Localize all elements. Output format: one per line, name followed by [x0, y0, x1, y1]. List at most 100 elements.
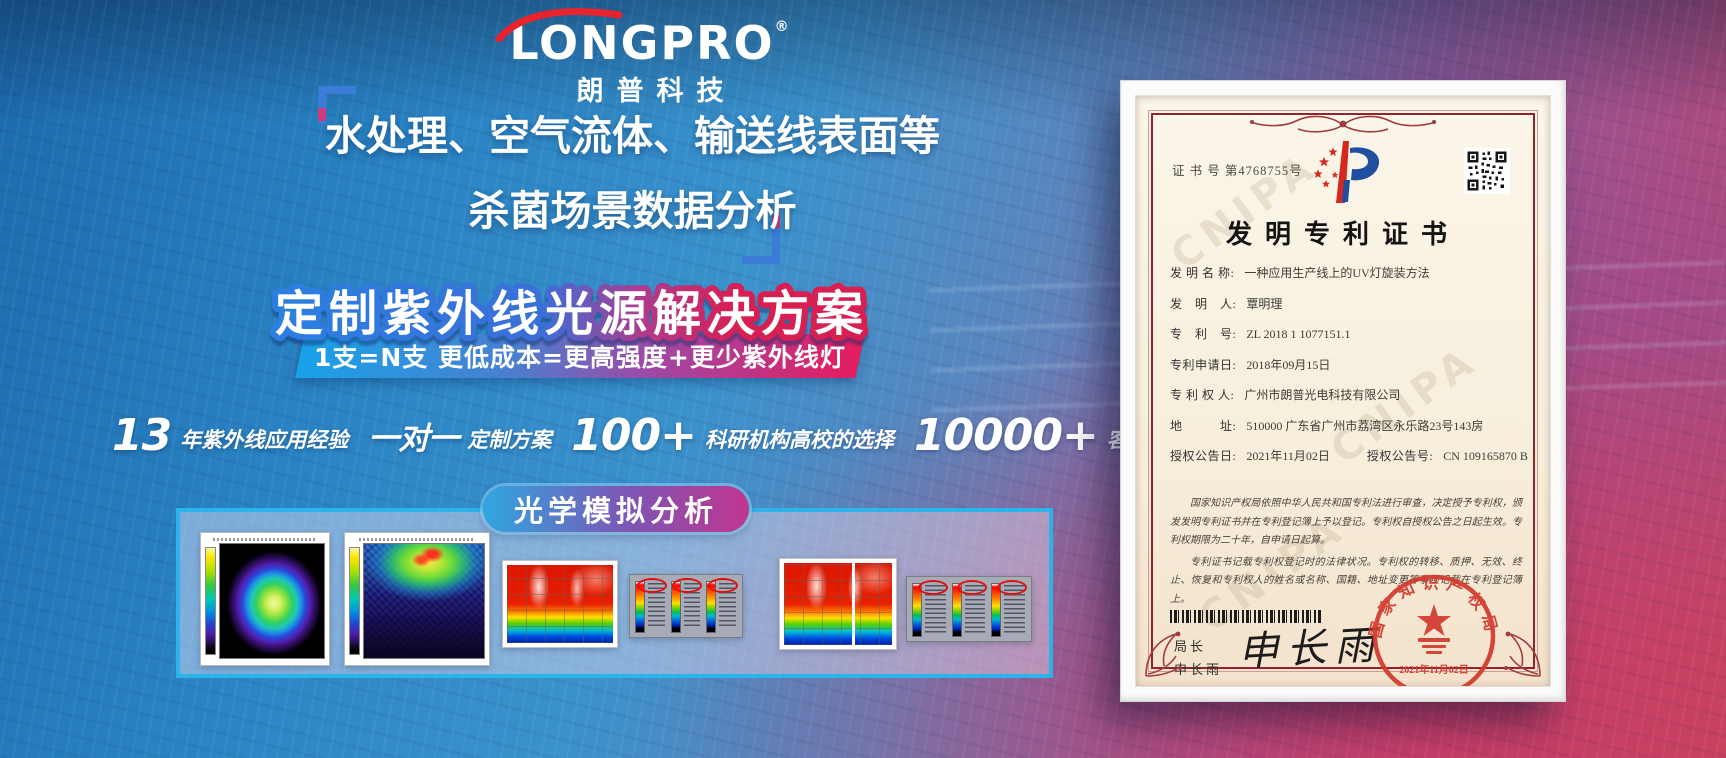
brand-logo-subtext: 朗普科技 — [576, 76, 737, 107]
plot-colorbar — [349, 546, 360, 656]
highlight-oval — [636, 578, 667, 593]
certificate-paragraph-2: 专利证书记载专利权登记时的法律状况。专利权的转移、质押、无效、终止、恢复和专利权… — [1170, 556, 1522, 605]
heatmap-body — [784, 563, 892, 645]
colorbar — [951, 583, 962, 637]
field-label: 发 明 名 称: — [1170, 266, 1235, 280]
simulation-badge: 光学模拟分析 — [483, 486, 749, 532]
colorbar-ticks — [925, 585, 946, 633]
headline-bracket-bottom-right — [742, 215, 780, 264]
plot-header-text — [213, 538, 317, 541]
field-value: 覃明理 — [1246, 296, 1283, 311]
certificate-page-footer: 第1页(共2页) — [1136, 684, 1550, 686]
highlight-oval — [917, 580, 948, 595]
field-value: CN 109165870 B — [1443, 449, 1528, 463]
certificate-top-ornament-icon — [1249, 115, 1437, 133]
colorbar-group — [912, 580, 948, 637]
patent-certificate: CNIPA CNIPA CNIPA 证 书 号 第4768755号 — [1120, 80, 1566, 702]
stat-experience: 13 年紫外线应用经验 — [112, 410, 349, 461]
certificate-body-text: 国家知识产权局依照中华人民共和国专利法进行审查，决定授予专利权，颁发发明专利证书… — [1170, 495, 1522, 612]
field-inventor: 发 明 人: 覃明理 — [1170, 295, 1522, 312]
field-label: 授权公告号: — [1366, 449, 1434, 463]
field-grant-announcement: 授权公告日: 2021年11月02日 授权公告号: CN 109165870 B — [1170, 447, 1528, 464]
simulation-colorbar-panel-a — [629, 574, 743, 638]
highlight-oval — [957, 580, 988, 595]
brand-logo-wordmark: LONGPRO® — [495, 8, 791, 66]
field-value: 2021年11月02日 — [1246, 449, 1330, 463]
stat-institutions-label: 科研机构高校的选择 — [704, 428, 894, 453]
field-value: 2018年09月15日 — [1246, 357, 1331, 372]
colorbar-ticks — [648, 583, 665, 629]
corner-flourish-icon — [1145, 631, 1182, 677]
stat-institutions: 100+ 科研机构高校的选择 — [571, 410, 894, 461]
headline-line2: 杀菌场景数据分析 — [468, 187, 797, 236]
colorbar-ticks — [719, 583, 737, 629]
plot-area-blob — [219, 543, 325, 659]
plot-colorbar — [205, 546, 216, 656]
field-label: 专利申请日: — [1170, 357, 1237, 372]
colorbar — [912, 583, 922, 637]
highlight-oval — [708, 578, 739, 593]
stats-row: 13 年紫外线应用经验 一对一 定制方案 100+ 科研机构高校的选择 1000… — [112, 410, 1233, 461]
heatmap-divider — [851, 563, 855, 645]
stat-one-to-one-value: 一对一 — [368, 421, 459, 458]
field-value: ZL 2018 1 1077151.1 — [1246, 327, 1351, 341]
plot-area-noise — [363, 543, 485, 659]
certificate-fields: 发 明 名 称: 一种应用生产线上的UV灯旋装方法 发 明 人: 覃明理 专 利… — [1170, 264, 1528, 478]
simulation-noise-map-image — [344, 532, 490, 666]
plot-header-text — [358, 538, 476, 541]
field-value: 一种应用生产线上的UV灯旋装方法 — [1244, 266, 1430, 280]
field-value: 广州市朗普光电科技有限公司 — [1244, 388, 1401, 402]
field-address: 地 址: 510000 广东省广州市荔湾区永乐路23号143房 — [1170, 417, 1522, 434]
logo-swoosh-icon — [495, 8, 623, 42]
simulation-colorbar-panel-b — [906, 576, 1032, 642]
certificate-title: 发明专利证书 — [1225, 220, 1460, 249]
highlight-oval — [997, 580, 1028, 595]
director-name: 申长雨 — [1174, 661, 1223, 677]
stat-cases-value: 10000+ — [913, 410, 1099, 461]
registered-mark: ® — [774, 19, 791, 35]
colorbar-group — [670, 578, 703, 633]
colorbar — [991, 583, 1002, 637]
director-signature: 申长雨 — [1237, 622, 1384, 676]
qr-code — [1464, 148, 1510, 194]
headline-line1: 水处理、空气流体、输送线表面等 — [325, 112, 940, 160]
colorbar-ticks — [683, 583, 701, 629]
stat-experience-label: 年紫外线应用经验 — [180, 428, 349, 453]
headline-bracket-top-left — [318, 86, 356, 124]
solution-title-banner: 定制紫外线光源解决方案 — [269, 280, 869, 348]
highlight-oval — [672, 578, 703, 593]
certificate-barcode — [1170, 610, 1322, 623]
field-label: 授权公告日: — [1170, 449, 1237, 463]
field-application-date: 专利申请日: 2018年09月15日 — [1170, 356, 1522, 373]
certificate-paragraph-1: 国家知识产权局依照中华人民共和国专利法进行审查，决定授予专利权，颁发发明专利证书… — [1170, 498, 1522, 546]
simulation-heatmap-b-image — [779, 558, 897, 650]
brand-logo: LONGPRO® 朗普科技 — [450, 8, 850, 108]
field-label: 地 址: — [1170, 418, 1237, 433]
colorbar-ticks — [964, 585, 986, 633]
official-seal: 国家知识产权局 2021年11月02日 — [1368, 575, 1496, 686]
stat-experience-value: 13 — [112, 410, 172, 461]
solution-title-text: 定制紫外线光源解决方案 — [275, 286, 869, 342]
field-label: 发 明 人: — [1170, 296, 1237, 311]
stat-institutions-value: 100+ — [571, 410, 697, 461]
field-invention-name: 发 明 名 称: 一种应用生产线上的UV灯旋装方法 — [1170, 264, 1522, 281]
headline: 水处理、空气流体、输送线表面等 杀菌场景数据分析 — [275, 112, 990, 236]
seal-date: 2021年11月02日 — [1399, 663, 1468, 676]
certificate-red-border — [1148, 110, 1538, 672]
stat-one-to-one-label: 定制方案 — [467, 428, 552, 453]
director-title: 局长 — [1174, 639, 1207, 654]
brand-logo-text: LONGPRO — [509, 16, 775, 70]
colorbar-group — [635, 578, 667, 633]
field-value: 510000 广东省广州市荔湾区永乐路23号143房 — [1246, 418, 1484, 433]
colorbar-group — [951, 580, 988, 637]
certificate-number: 证 书 号 第4768755号 — [1172, 164, 1303, 178]
simulation-badge-label: 光学模拟分析 — [513, 494, 718, 528]
field-patentee: 专 利 权 人: 广州市朗普光电科技有限公司 — [1170, 386, 1522, 403]
field-label: 专 利 号: — [1170, 327, 1237, 341]
colorbar-group — [706, 578, 739, 633]
director-block: 局长 申长雨 — [1174, 636, 1222, 682]
simulation-heatmap-a-image — [502, 560, 618, 648]
field-patent-number: 专 利 号: ZL 2018 1 1077151.1 — [1170, 325, 1522, 342]
heatmap-body — [507, 565, 613, 643]
